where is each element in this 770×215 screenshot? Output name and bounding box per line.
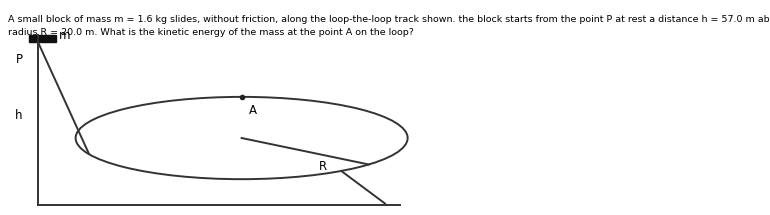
Bar <box>28 35 56 42</box>
Text: P: P <box>15 53 22 66</box>
Text: radius R = 20.0 m. What is the kinetic energy of the mass at the point A on the : radius R = 20.0 m. What is the kinetic e… <box>8 28 413 37</box>
Text: m: m <box>59 29 71 42</box>
Text: R: R <box>319 160 327 173</box>
Text: A small block of mass m = 1.6 kg slides, without friction, along the loop-the-lo: A small block of mass m = 1.6 kg slides,… <box>8 15 770 24</box>
Text: h: h <box>15 109 23 122</box>
Text: A: A <box>249 104 257 117</box>
